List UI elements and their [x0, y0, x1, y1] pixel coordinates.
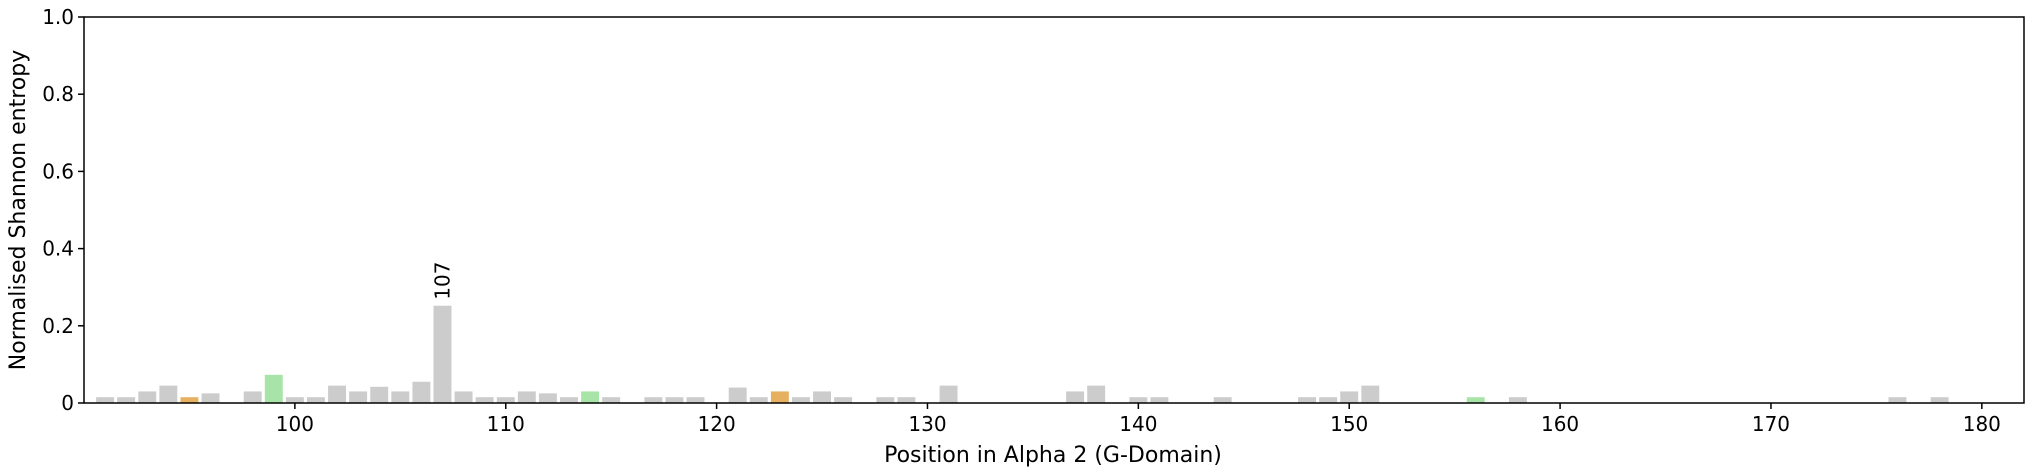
x-tick-label: 160	[1541, 412, 1579, 436]
bar-position-149	[1319, 397, 1338, 403]
y-axis: 0 0.2 0.4 0.6 0.8 1.0	[42, 5, 84, 415]
bar-position-128	[876, 397, 895, 403]
bar-position-111	[517, 391, 536, 403]
y-axis-label: Normalised Shannon entropy	[6, 50, 31, 370]
bar-position-129	[897, 397, 916, 403]
bar-position-91	[96, 397, 115, 403]
bar-position-114	[581, 391, 600, 403]
bar-position-119	[686, 397, 705, 403]
bar-position-107	[433, 305, 452, 403]
data-labels-group: 107	[430, 262, 454, 300]
x-axis-label: Position in Alpha 2 (G-Domain)	[884, 443, 1222, 468]
bar-position-141	[1150, 397, 1169, 403]
bar-position-122	[749, 397, 768, 403]
x-tick-label: 140	[1119, 412, 1157, 436]
bar-position-148	[1298, 397, 1316, 403]
bar-position-104	[370, 386, 389, 403]
y-tick-label: 0.8	[42, 82, 74, 106]
bar-position-102	[328, 385, 346, 403]
bar-position-100	[285, 397, 304, 403]
bar-position-151	[1361, 385, 1380, 403]
y-tick-label: 1.0	[42, 5, 74, 29]
x-tick-label: 120	[698, 412, 736, 436]
y-tick-label: 0.6	[42, 159, 74, 183]
bar-position-113	[560, 397, 578, 403]
bar-position-93	[138, 391, 157, 403]
x-tick-label: 130	[908, 412, 946, 436]
x-axis: 100 110 120 130 140 150 160 170 180	[276, 403, 2001, 436]
bar-position-105	[391, 391, 410, 403]
x-tick-label: 150	[1330, 412, 1368, 436]
bar-position-92	[117, 397, 136, 403]
bars-group	[96, 305, 1949, 403]
y-tick-label: 0.2	[42, 314, 74, 338]
bar-position-140	[1129, 397, 1148, 403]
x-tick-label: 110	[487, 412, 525, 436]
bar-position-156	[1466, 397, 1485, 403]
y-tick-label: 0	[61, 391, 74, 415]
bar-position-96	[201, 393, 220, 403]
bar-position-121	[728, 387, 747, 403]
bar-position-123	[770, 391, 789, 403]
y-tick-label: 0.4	[42, 237, 74, 261]
bar-data-label: 107	[430, 262, 454, 300]
bar-position-125	[813, 391, 831, 403]
bar-position-103	[349, 391, 368, 403]
bar-position-101	[306, 397, 325, 403]
bar-position-176	[1888, 397, 1907, 403]
plot-frame	[83, 16, 2025, 404]
bar-position-126	[834, 397, 853, 403]
bar-position-131	[939, 385, 958, 403]
x-tick-label: 180	[1963, 412, 2001, 436]
bar-position-95	[180, 397, 199, 403]
bar-position-115	[602, 397, 621, 403]
bar-position-109	[475, 397, 494, 403]
bar-position-108	[454, 391, 473, 403]
bar-position-106	[412, 381, 431, 403]
bar-position-117	[644, 397, 663, 403]
bar-position-124	[791, 397, 810, 403]
x-tick-label: 100	[276, 412, 314, 436]
bar-position-137	[1066, 391, 1085, 403]
bar-position-118	[665, 397, 684, 403]
bar-position-110	[496, 397, 515, 403]
bar-position-94	[159, 385, 178, 403]
bar-position-158	[1508, 397, 1527, 403]
x-tick-label: 170	[1752, 412, 1790, 436]
bar-position-144	[1213, 397, 1232, 403]
bar-position-150	[1340, 391, 1359, 403]
bar-position-98	[243, 391, 262, 403]
bar-position-112	[538, 393, 557, 403]
bar-position-138	[1087, 385, 1106, 403]
bar-position-99	[264, 374, 283, 403]
bar-position-178	[1930, 397, 1949, 403]
